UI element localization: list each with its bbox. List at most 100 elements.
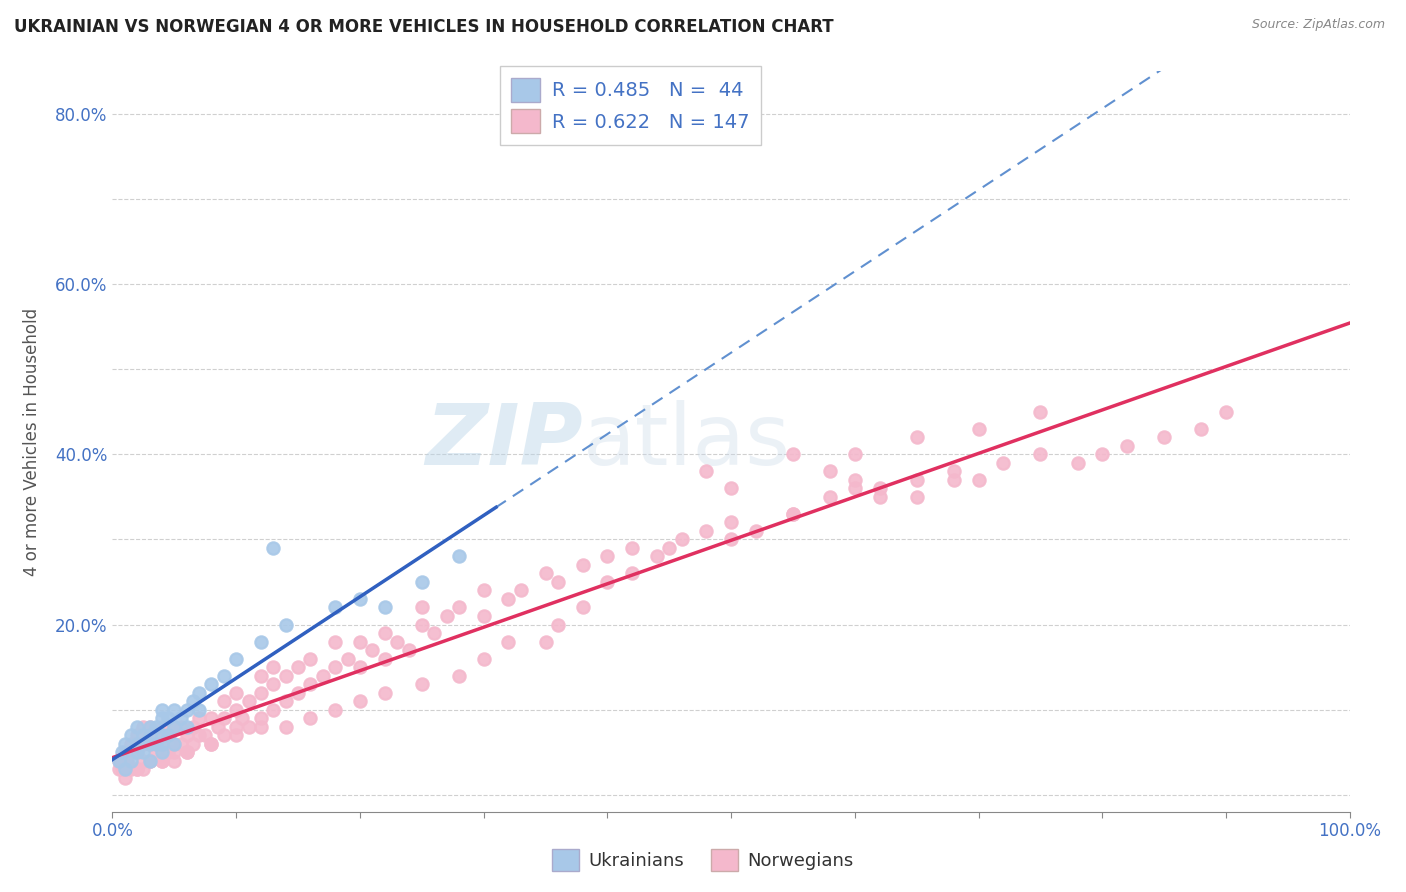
Point <box>145 745 167 759</box>
Point <box>262 703 284 717</box>
Point <box>225 703 247 717</box>
Point <box>534 566 557 581</box>
Point <box>200 737 222 751</box>
Point <box>385 634 408 648</box>
Point <box>117 754 139 768</box>
Point <box>621 541 644 555</box>
Point <box>274 668 297 682</box>
Point <box>111 745 134 759</box>
Point <box>150 720 173 734</box>
Point <box>782 507 804 521</box>
Text: ZIP: ZIP <box>425 400 582 483</box>
Point <box>299 711 322 725</box>
Point <box>274 694 297 708</box>
Point <box>534 634 557 648</box>
Point <box>993 456 1015 470</box>
Point <box>447 600 470 615</box>
Point <box>250 720 273 734</box>
Point <box>132 737 155 751</box>
Legend: R = 0.485   N =  44, R = 0.622   N = 147: R = 0.485 N = 44, R = 0.622 N = 147 <box>499 66 761 145</box>
Text: UKRAINIAN VS NORWEGIAN 4 OR MORE VEHICLES IN HOUSEHOLD CORRELATION CHART: UKRAINIAN VS NORWEGIAN 4 OR MORE VEHICLE… <box>14 18 834 36</box>
Point <box>498 591 520 606</box>
Point <box>349 660 371 674</box>
Point <box>299 677 322 691</box>
Point <box>150 754 173 768</box>
Point <box>336 651 359 665</box>
Point <box>323 703 346 717</box>
Point <box>138 720 160 734</box>
Point <box>374 600 396 615</box>
Point <box>225 728 247 742</box>
Point <box>287 685 309 699</box>
Point <box>138 720 160 734</box>
Point <box>905 490 928 504</box>
Point <box>411 617 433 632</box>
Point <box>745 524 768 538</box>
Point <box>1066 456 1088 470</box>
Point <box>132 728 155 742</box>
Point <box>132 720 155 734</box>
Point <box>447 668 470 682</box>
Point <box>138 737 160 751</box>
Point <box>200 711 222 725</box>
Point <box>695 524 717 538</box>
Point <box>1091 447 1114 461</box>
Point <box>720 481 742 495</box>
Point <box>120 737 142 751</box>
Point <box>207 720 229 734</box>
Point <box>1153 430 1175 444</box>
Point <box>127 762 149 776</box>
Point <box>411 677 433 691</box>
Y-axis label: 4 or more Vehicles in Household: 4 or more Vehicles in Household <box>24 308 41 575</box>
Point <box>212 694 235 708</box>
Point <box>509 583 531 598</box>
Point <box>163 737 186 751</box>
Point <box>782 507 804 521</box>
Point <box>905 473 928 487</box>
Point <box>138 754 160 768</box>
Point <box>176 728 198 742</box>
Point <box>274 617 297 632</box>
Point <box>169 737 191 751</box>
Point <box>150 745 173 759</box>
Point <box>349 694 371 708</box>
Point <box>138 728 160 742</box>
Point <box>111 762 134 776</box>
Point <box>411 600 433 615</box>
Point <box>188 728 211 742</box>
Point <box>181 720 204 734</box>
Point <box>782 447 804 461</box>
Point <box>150 728 173 742</box>
Point <box>107 754 129 768</box>
Point <box>349 591 371 606</box>
Point <box>225 720 247 734</box>
Point <box>225 685 247 699</box>
Point <box>194 728 217 742</box>
Text: Source: ZipAtlas.com: Source: ZipAtlas.com <box>1251 18 1385 31</box>
Point <box>869 481 891 495</box>
Point <box>942 464 965 478</box>
Point <box>212 668 235 682</box>
Point <box>596 549 619 564</box>
Point <box>547 574 569 589</box>
Point <box>145 737 167 751</box>
Point <box>157 728 180 742</box>
Point <box>150 737 173 751</box>
Point <box>120 762 142 776</box>
Point <box>844 473 866 487</box>
Point <box>176 745 198 759</box>
Point <box>323 634 346 648</box>
Point <box>374 685 396 699</box>
Point <box>250 668 273 682</box>
Point <box>596 574 619 589</box>
Point <box>238 720 260 734</box>
Point <box>287 660 309 674</box>
Point <box>145 728 167 742</box>
Point <box>250 711 273 725</box>
Point <box>111 754 134 768</box>
Point <box>720 516 742 530</box>
Point <box>658 541 681 555</box>
Point <box>447 549 470 564</box>
Point <box>127 762 149 776</box>
Point <box>905 430 928 444</box>
